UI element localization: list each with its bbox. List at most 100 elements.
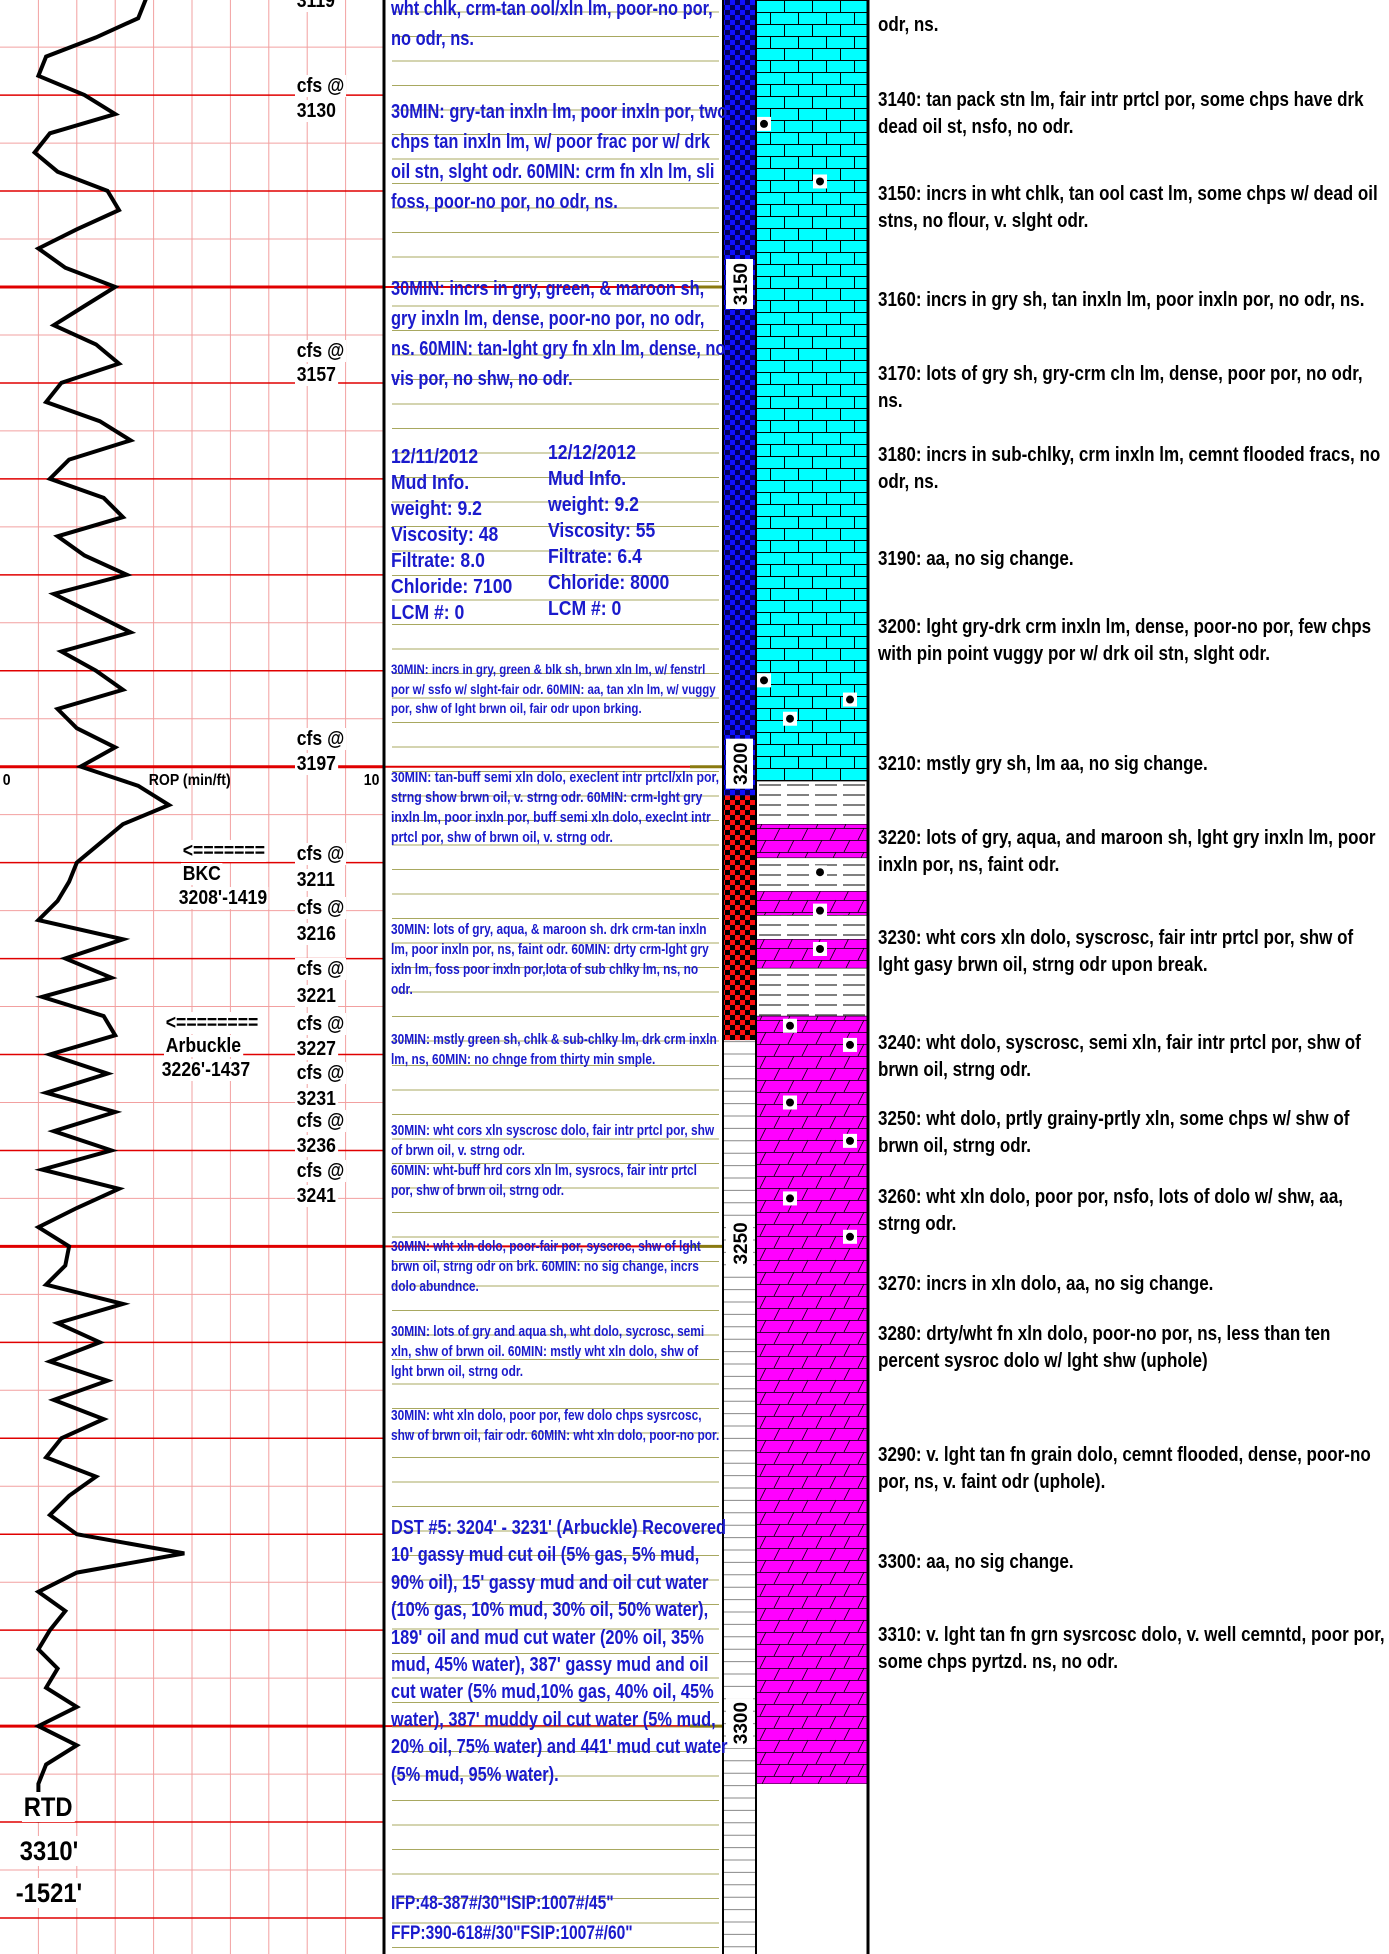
mud-chloride: Chloride: 8000 bbox=[548, 572, 670, 594]
cfs-depth: 3236 bbox=[295, 1135, 338, 1157]
mud-weight: weight: 9.2 bbox=[391, 498, 482, 520]
description: 3180: incrs in sub-chlky, crm inxln lm, … bbox=[878, 444, 1381, 493]
cfs-depth: 3157 bbox=[295, 364, 338, 386]
show-dot bbox=[786, 714, 794, 723]
porosity-fill bbox=[723, 0, 756, 796]
sample-note: DST #5: 3204' - 3231' (Arbuckle) Recover… bbox=[391, 1517, 728, 1786]
show-dot bbox=[760, 119, 768, 128]
depth-label-bg bbox=[726, 259, 753, 309]
rtd-subsea: -1521' bbox=[14, 1878, 84, 1908]
rop-curve bbox=[31, 0, 185, 1823]
cfs-label: cfs @ bbox=[295, 843, 347, 865]
cfs-depth: 3130 bbox=[295, 100, 338, 122]
cfs-label: cfs @ bbox=[295, 1013, 347, 1035]
lithology-shale bbox=[755, 915, 869, 940]
top-name: BKC bbox=[181, 863, 223, 885]
sample-note: 60MIN: wht-buff hrd cors xln lm, sysrocs… bbox=[391, 1163, 697, 1199]
description: 3170: lots of gry sh, gry-crm cln lm, de… bbox=[878, 363, 1363, 412]
sample-note: 30MIN: incrs in gry, green & blk sh, brw… bbox=[391, 661, 716, 717]
mud-date: 12/11/2012 bbox=[391, 446, 479, 468]
cfs-depth: 3216 bbox=[295, 923, 338, 945]
top-name: Arbuckle bbox=[164, 1035, 243, 1057]
show-dot bbox=[846, 695, 854, 704]
description: 3150: incrs in wht chlk, tan ool cast lm… bbox=[878, 183, 1378, 232]
mud-title: Mud Info. bbox=[391, 472, 470, 494]
cfs-label: cfs @ bbox=[295, 958, 347, 980]
cfs-depth: 3241 bbox=[295, 1185, 338, 1207]
show-dot bbox=[816, 906, 824, 915]
scale-max: 10 bbox=[363, 772, 380, 789]
show-dot bbox=[786, 1021, 794, 1030]
description: 3250: wht dolo, prtly grainy-prtly xln, … bbox=[878, 1108, 1350, 1157]
show-dot bbox=[816, 944, 824, 953]
top-arrow: <======== bbox=[164, 1012, 261, 1034]
description: 3160: incrs in gry sh, tan inxln lm, poo… bbox=[878, 289, 1365, 311]
mud-filtrate: Filtrate: 6.4 bbox=[548, 546, 642, 568]
dst-pressure: FFP:390-618#/30"FSIP:1007#/60" bbox=[391, 1923, 633, 1944]
description: 3210: mstly gry sh, lm aa, no sig change… bbox=[878, 753, 1208, 775]
lithology-dolomite bbox=[755, 1015, 869, 1784]
mud-chloride: Chloride: 7100 bbox=[391, 576, 513, 598]
description: 3260: wht xln dolo, poor por, nsfo, lots… bbox=[878, 1186, 1344, 1235]
sample-depth: 3119 bbox=[295, 0, 337, 12]
mud-weight: weight: 9.2 bbox=[548, 494, 639, 516]
lithology-dolomite bbox=[755, 824, 869, 859]
lithology-shale bbox=[755, 857, 869, 892]
porosity-fill bbox=[723, 795, 756, 1041]
depth-label-bg bbox=[726, 738, 753, 789]
description: 3240: wht dolo, syscrosc, semi xln, fair… bbox=[878, 1032, 1361, 1081]
scale-label: ROP (min/ft) bbox=[148, 772, 231, 789]
sample-note: wht chlk, crm-tan ool/xln lm, poor-no po… bbox=[391, 0, 713, 50]
show-dot bbox=[786, 1194, 794, 1203]
mud-lcm: LCM #: 0 bbox=[548, 598, 622, 620]
description: 3270: incrs in xln dolo, aa, no sig chan… bbox=[878, 1273, 1214, 1295]
mud-viscosity: Viscosity: 48 bbox=[391, 524, 499, 546]
sample-note: 30MIN: tan-buff semi xln dolo, execlent … bbox=[391, 769, 720, 846]
top-arrow: <======= bbox=[181, 840, 267, 862]
cfs-label: cfs @ bbox=[295, 1160, 347, 1182]
lithology-shale bbox=[755, 780, 869, 825]
cfs-label: cfs @ bbox=[295, 897, 347, 919]
mud-lcm: LCM #: 0 bbox=[391, 602, 465, 624]
cfs-label: cfs @ bbox=[295, 75, 347, 97]
lithology-dolomite bbox=[755, 891, 869, 916]
rtd-depth: 3310' bbox=[18, 1836, 81, 1866]
depth-label: 3200 bbox=[731, 743, 752, 785]
show-dot bbox=[846, 1232, 854, 1241]
mud-title: Mud Info. bbox=[548, 468, 627, 490]
cfs-label: cfs @ bbox=[295, 1062, 347, 1084]
description: 3230: wht cors xln dolo, syscrosc, fair … bbox=[878, 927, 1354, 976]
mud-filtrate: Filtrate: 8.0 bbox=[391, 550, 485, 572]
rtd-label: RTD bbox=[22, 1792, 75, 1822]
description: 3280: drty/wht fn xln dolo, poor-no por,… bbox=[878, 1323, 1331, 1372]
sample-note: 30MIN: mstly green sh, chlk & sub-chlky … bbox=[391, 1032, 717, 1068]
mud-date: 12/12/2012 bbox=[548, 442, 637, 464]
show-dot bbox=[760, 676, 768, 685]
description: 3290: v. lght tan fn grain dolo, cemnt f… bbox=[878, 1444, 1371, 1493]
mud-viscosity: Viscosity: 55 bbox=[548, 520, 656, 542]
cfs-depth: 3197 bbox=[295, 753, 338, 775]
sample-note: 30MIN: incrs in gry, green, & maroon sh,… bbox=[391, 278, 726, 390]
sample-note: 30MIN: wht cors xln syscrosc dolo, fair … bbox=[391, 1123, 715, 1159]
cfs-label: cfs @ bbox=[295, 728, 347, 750]
cfs-depth: 3221 bbox=[295, 985, 338, 1007]
depth-label: 3300 bbox=[731, 1702, 752, 1744]
description: 3310: v. lght tan fn grn sysrcosc dolo, … bbox=[878, 1624, 1385, 1673]
cfs-depth: 3211 bbox=[295, 869, 337, 891]
description: 3220: lots of gry, aqua, and maroon sh, … bbox=[878, 827, 1376, 876]
depth-label: 3150 bbox=[731, 263, 752, 305]
cfs-label: cfs @ bbox=[295, 340, 347, 362]
sample-note: 30MIN: lots of gry and aqua sh, wht dolo… bbox=[391, 1324, 705, 1380]
cfs-label: cfs @ bbox=[295, 1110, 347, 1132]
description: 3140: tan pack stn lm, fair intr prtcl p… bbox=[878, 89, 1364, 138]
show-dot bbox=[846, 1040, 854, 1049]
lithology-dolomite bbox=[755, 939, 869, 969]
lithology-limestone bbox=[755, 0, 869, 782]
lithology-shale bbox=[755, 967, 869, 1017]
description: 3190: aa, no sig change. bbox=[878, 548, 1074, 570]
sample-note: 30MIN: wht xln dolo, poor-fair por, sysc… bbox=[391, 1239, 701, 1295]
show-dot bbox=[816, 868, 824, 877]
top-depth: 3208'-1419 bbox=[177, 887, 269, 909]
